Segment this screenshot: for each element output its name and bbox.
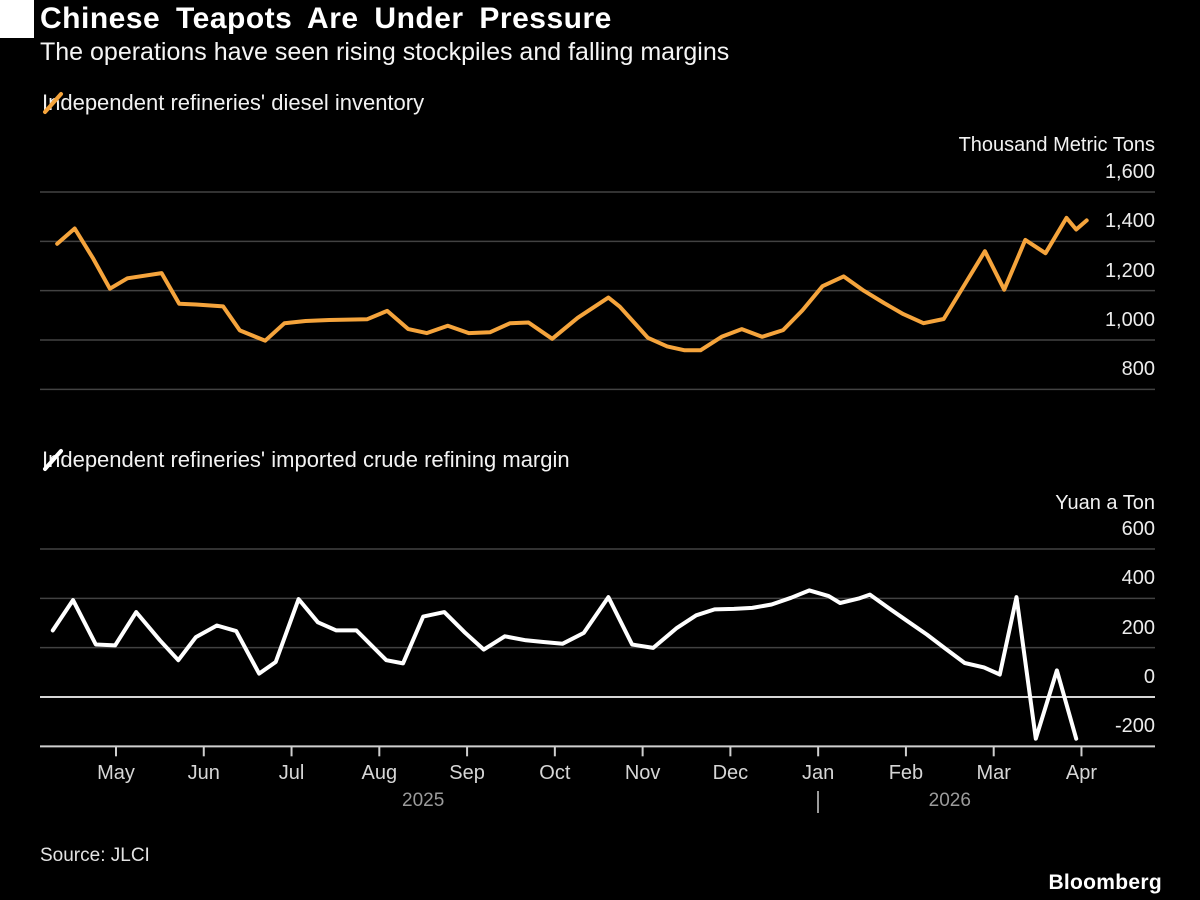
white-slash-icon — [43, 449, 63, 471]
x-axis-year-label: 2026 — [928, 790, 971, 811]
legend-refining-margin: Independent refineries' imported crude r… — [42, 447, 570, 473]
y-axis-tick-label: -200 — [1114, 715, 1155, 738]
axis-unit-bottom-chart: Yuan a Ton — [1055, 492, 1155, 514]
x-axis-month-label: Jun — [187, 762, 220, 784]
y-axis-tick-label: 1,200 — [1104, 259, 1155, 282]
y-axis-tick-label: 1,400 — [1104, 210, 1155, 233]
x-axis-month-label: Jan — [802, 762, 835, 784]
y-axis-tick-label: 200 — [1121, 616, 1155, 639]
x-axis-month-label: Nov — [624, 762, 661, 784]
x-axis-month-label: Jul — [278, 762, 305, 784]
x-axis-month-label: Apr — [1065, 762, 1098, 784]
axis-unit-top-chart: Thousand Metric Tons — [958, 134, 1155, 156]
y-axis-tick-label: 1,600 — [1104, 161, 1155, 183]
x-axis-month-label: Sep — [449, 762, 485, 784]
diesel-inventory-line — [55, 215, 1089, 353]
y-axis-tick-label: 600 — [1121, 518, 1155, 540]
legend-label-refining-margin: Independent refineries' imported crude r… — [42, 447, 570, 472]
source-credit: Source: JLCI — [40, 845, 150, 866]
y-axis-tick-label: 400 — [1121, 567, 1155, 590]
refining-margin-line — [50, 588, 1079, 741]
x-axis-month-label: Feb — [888, 762, 924, 784]
y-axis-tick-label: 0 — [1143, 665, 1155, 688]
year-separator-mark — [817, 791, 820, 813]
page-subtitle: The operations have seen rising stockpil… — [40, 38, 730, 66]
x-axis-month-label: May — [97, 762, 135, 784]
x-axis-month-label: Oct — [539, 762, 571, 784]
legend-label-diesel-inventory: Independent refineries' diesel inventory — [42, 90, 425, 115]
x-axis-year-label: 2025 — [402, 790, 445, 811]
x-axis-month-label: Aug — [361, 762, 398, 784]
legend-diesel-inventory: Independent refineries' diesel inventory — [42, 90, 424, 116]
x-axis-month-label: Dec — [712, 762, 749, 784]
y-axis-tick-label: 800 — [1121, 358, 1155, 381]
x-axis-month-label: Mar — [976, 762, 1011, 784]
y-axis-tick-label: 1,000 — [1104, 308, 1155, 331]
white-corner-notch — [0, 0, 34, 38]
orange-slash-icon — [43, 92, 63, 114]
page-title: Chinese Teapots Are Under Pressure — [40, 2, 612, 35]
bloomberg-logo: Bloomberg — [1048, 871, 1162, 894]
